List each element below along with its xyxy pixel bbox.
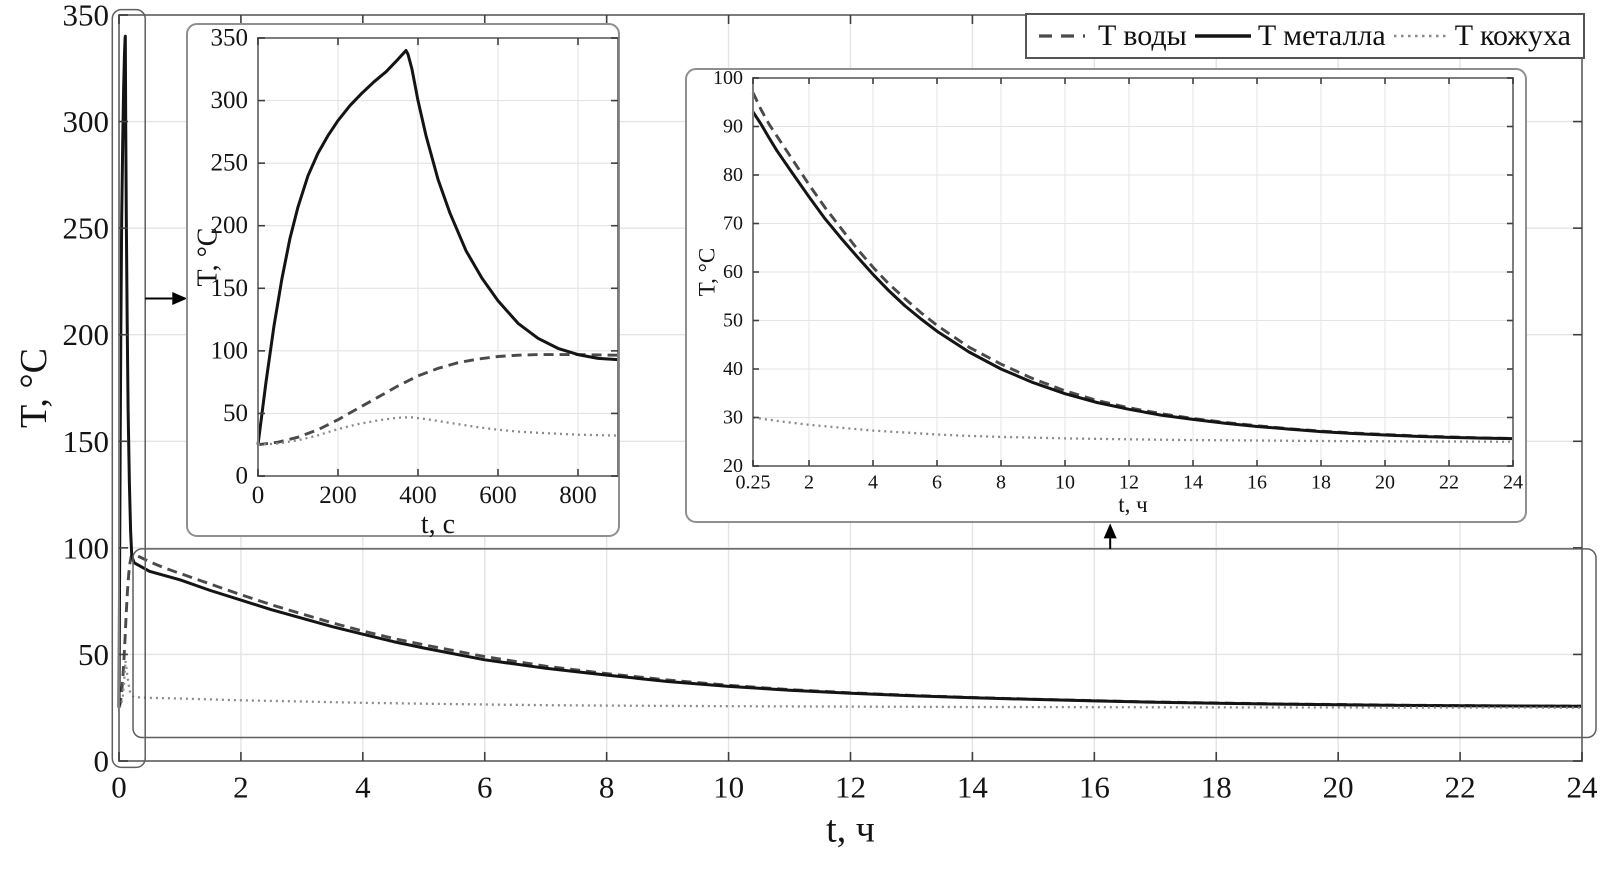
x-axis-label: t, ч	[826, 808, 875, 850]
legend: T воды T металла T кожуха	[1025, 13, 1585, 59]
x-tick-label: 24	[1503, 472, 1523, 494]
x-tick-label: 12	[1119, 472, 1139, 494]
y-tick-label: 150	[211, 275, 249, 302]
inset-panel-hours: 0.25 2 4 6 8 10 12 14 16 18 20 22 24 20 30 40 50 60 70 80 90…	[685, 68, 1527, 523]
y-tick-label: 300	[211, 87, 249, 114]
series-line	[257, 416, 619, 446]
x-tick-label: 10	[1055, 472, 1075, 494]
y-tick-label: 0	[94, 744, 110, 779]
y-tick-label: 50	[78, 637, 109, 672]
y-tick-label: 70	[723, 213, 743, 235]
series-line	[752, 416, 1514, 443]
x-tick-label: 4	[355, 769, 371, 804]
y-tick-label: 350	[63, 0, 110, 33]
x-tick-label: 10	[713, 769, 744, 804]
series-line	[751, 111, 1514, 441]
y-tick-label: 20	[723, 455, 743, 477]
y-tick-label: 100	[211, 337, 249, 364]
inset-chart-seconds: 0 200 400 600 800 0 50 100 150 200 250 300 350 t, c T,…	[193, 25, 619, 537]
legend-label-casing: T кожуха	[1454, 19, 1571, 52]
x-tick-label: 12	[835, 769, 866, 804]
x-tick-label: 0.25	[736, 472, 771, 494]
x-tick-label: 8	[599, 769, 615, 804]
y-tick-label: 90	[723, 116, 743, 138]
x-tick-label: 14	[957, 769, 989, 804]
x-tick-label: 22	[1439, 472, 1459, 494]
zoom-callout-rect	[111, 8, 146, 769]
y-axis-label: T, °C	[13, 348, 55, 428]
legend-item-metal: T металла	[1194, 19, 1386, 53]
series-line	[257, 353, 619, 447]
x-tick-label: 2	[804, 472, 814, 494]
y-tick-label: 300	[63, 104, 110, 139]
x-tick-label: 18	[1311, 472, 1331, 494]
x-tick-label: 8	[996, 472, 1006, 494]
y-tick-label: 50	[723, 310, 743, 332]
y-tick-label: 150	[63, 424, 110, 459]
y-tick-label: 40	[723, 358, 743, 380]
legend-sample-dashed-icon	[1039, 34, 1091, 38]
x-tick-label: 16	[1079, 769, 1110, 804]
x-tick-label: 200	[319, 482, 357, 509]
x-tick-label: 800	[559, 482, 597, 509]
x-tick-label: 600	[479, 482, 517, 509]
x-axis-label: t, ч	[1118, 492, 1148, 517]
x-tick-label: 14	[1183, 472, 1203, 494]
axes-frame	[257, 37, 619, 477]
y-axis-label: T, °C	[695, 248, 720, 296]
y-tick-label: 80	[723, 164, 743, 186]
x-tick-label: 24	[1567, 769, 1599, 804]
legend-label-water: T воды	[1098, 19, 1187, 52]
x-tick-label: 6	[932, 472, 942, 494]
inset-chart-hours: 0.25 2 4 6 8 10 12 14 16 18 20 22 242030405060708090…	[695, 68, 1524, 517]
x-tick-label: 20	[1375, 472, 1395, 494]
legend-item-casing: T кожуха	[1393, 19, 1571, 53]
x-tick-label: 0	[111, 769, 127, 804]
legend-sample-dotted-icon	[1393, 34, 1448, 38]
y-tick-label: 250	[211, 150, 249, 177]
y-tick-label: 250	[63, 211, 110, 246]
zoom-callout-rect	[132, 548, 1597, 739]
series-line	[117, 34, 1583, 708]
x-tick-label: 18	[1201, 769, 1232, 804]
legend-sample-solid-icon	[1194, 34, 1251, 38]
x-tick-label: 16	[1247, 472, 1267, 494]
y-tick-label: 350	[211, 25, 249, 52]
y-axis-label: T, °C	[193, 228, 224, 287]
x-axis-label: t, c	[421, 509, 455, 537]
x-tick-label: 20	[1323, 769, 1354, 804]
series-line	[256, 49, 619, 445]
series-line	[118, 659, 1583, 709]
callout-arrow-head-icon	[172, 291, 188, 305]
legend-item-water: T воды	[1039, 19, 1187, 53]
x-tick-label: 4	[868, 472, 878, 494]
y-tick-label: 60	[723, 261, 743, 283]
y-tick-label: 100	[713, 68, 743, 89]
y-tick-label: 50	[223, 400, 248, 427]
y-tick-label: 30	[723, 407, 743, 429]
x-tick-label: 400	[399, 482, 437, 509]
inset-panel-seconds: 0 200 400 600 800 0 50 100 150 200 250 300 350 t, c T,…	[186, 23, 620, 537]
y-tick-label: 100	[63, 530, 110, 565]
x-tick-label: 0	[252, 482, 265, 509]
callout-arrow-head-icon	[1103, 523, 1117, 539]
legend-label-metal: T металла	[1257, 19, 1386, 52]
y-tick-label: 200	[211, 212, 249, 239]
y-tick-label: 0	[236, 463, 249, 490]
x-tick-label: 6	[477, 769, 493, 804]
x-tick-label: 22	[1445, 769, 1476, 804]
x-tick-label: 2	[233, 769, 249, 804]
y-tick-label: 200	[63, 317, 110, 352]
